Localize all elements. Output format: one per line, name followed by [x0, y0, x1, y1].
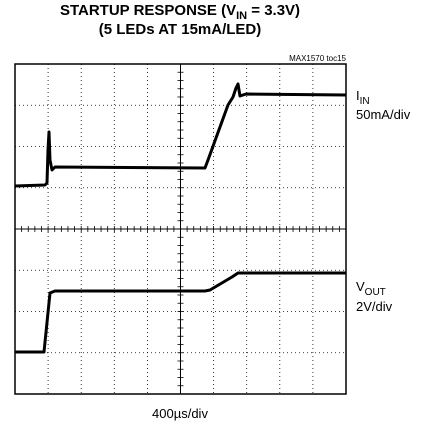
trace-scale: 50mA/div [356, 107, 411, 122]
title-text: STARTUP RESPONSE (V [60, 2, 236, 19]
iin-trace [14, 82, 347, 188]
trace-name-main: V [356, 279, 365, 294]
figure-id: MAX1570 toc15 [289, 54, 346, 63]
title-line1: STARTUP RESPONSE (VIN = 3.3V) [60, 2, 300, 22]
trace-name-main: I [356, 88, 360, 103]
trace-name: VOUT [356, 279, 386, 298]
trace-name-sub: OUT [365, 287, 386, 298]
trace-scale: 2V/div [356, 299, 393, 314]
frame [14, 63, 347, 395]
trace-name: IIN [356, 88, 370, 107]
trace-name-sub: IN [360, 96, 370, 107]
vout-trace [15, 271, 346, 354]
graticule [15, 64, 346, 394]
title-sub: IN [236, 10, 247, 22]
timebase: 400µs/div [152, 406, 208, 421]
title-line2: (5 LEDs AT 15mA/LED) [99, 21, 262, 38]
title-text: = 3.3V) [247, 2, 300, 19]
